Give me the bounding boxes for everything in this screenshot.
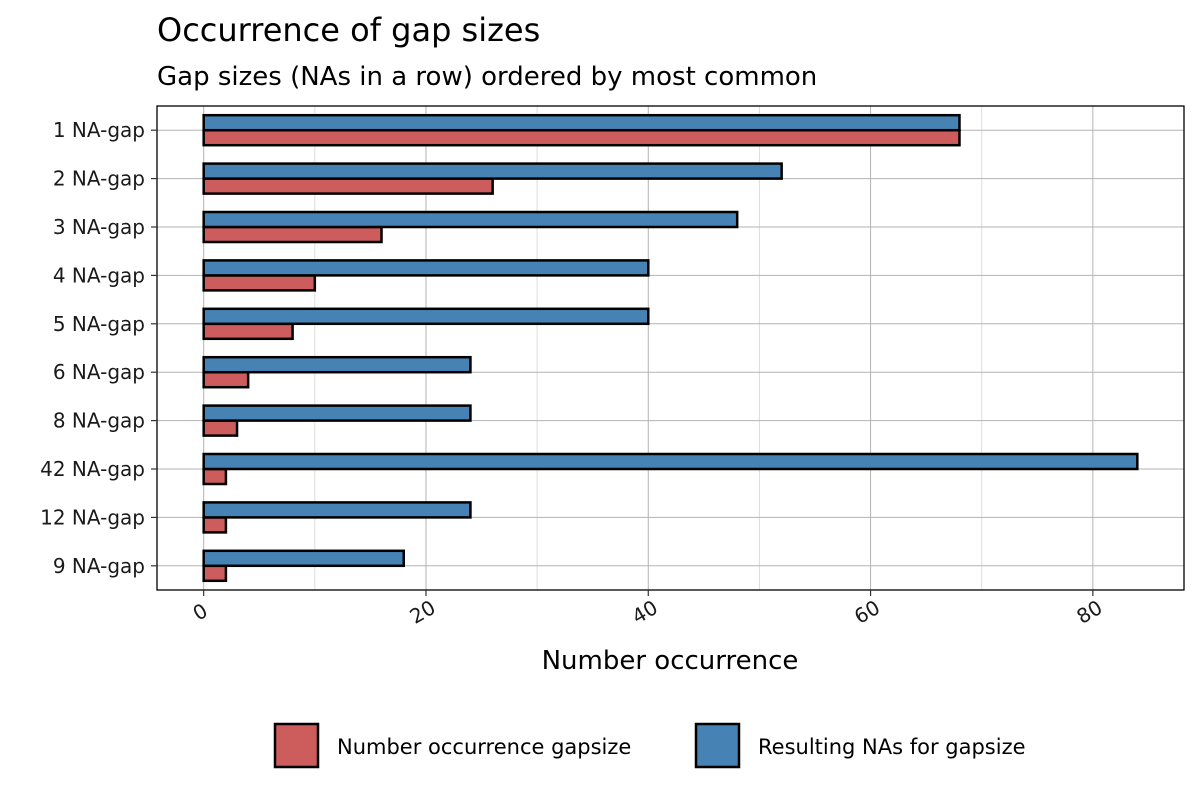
bar-occurrence-gapsize (202, 419, 239, 437)
bar-occurrence-gapsize (202, 516, 228, 534)
bar-occurrence-gapsize (202, 274, 317, 292)
y-tick-label: 2 NA-gap (53, 167, 145, 191)
bar-resulting-nas (202, 404, 472, 422)
y-axis-ticks: 1 NA-gap 2 NA-gap 3 NA-gap 4 NA-gap 5 NA-gap… (40, 118, 157, 578)
x-axis-ticks: 0 20 40 60 80 (189, 590, 1106, 629)
y-tick-label: 5 NA-gap (53, 312, 145, 336)
bar-resulting-nas (202, 549, 405, 568)
x-tick-label: 0 (189, 598, 212, 625)
y-tick-label: 1 NA-gap (53, 118, 145, 142)
bar-resulting-nas (202, 210, 739, 229)
y-tick-label: 12 NA-gap (40, 505, 145, 529)
y-tick-label: 8 NA-gap (53, 409, 145, 433)
bar-resulting-nas (202, 355, 472, 374)
bar-occurrence-gapsize (202, 467, 228, 486)
legend-label-occurrence: Number occurrence gapsize (337, 735, 631, 759)
x-tick-label: 40 (628, 595, 662, 629)
bar-resulting-nas (202, 307, 650, 326)
bar-occurrence-gapsize (202, 225, 383, 244)
chart-title: Occurrence of gap sizes (157, 11, 540, 49)
bar-occurrence-gapsize (202, 177, 494, 195)
bar-resulting-nas (202, 501, 472, 519)
y-tick-label: 3 NA-gap (53, 215, 145, 239)
bar-occurrence-gapsize (202, 564, 228, 583)
bar-occurrence-gapsize (202, 128, 961, 147)
x-tick-label: 60 (850, 595, 884, 629)
x-tick-label: 80 (1072, 595, 1106, 629)
y-tick-label: 9 NA-gap (53, 554, 145, 578)
legend-key-resulting-nas (694, 722, 741, 769)
legend: Number occurrence gapsize Resulting NAs f… (273, 722, 1026, 769)
bar-resulting-nas (202, 113, 961, 132)
chart-subtitle: Gap sizes (NAs in a row) ordered by most… (157, 62, 817, 92)
bar-occurrence-gapsize (202, 370, 250, 389)
bars (202, 113, 1139, 583)
x-tick-label: 20 (405, 595, 439, 629)
bar-resulting-nas (202, 452, 1139, 471)
legend-label-resulting-nas: Resulting NAs for gapsize (758, 735, 1026, 759)
bar-resulting-nas (202, 162, 783, 180)
bar-resulting-nas (202, 259, 650, 277)
bar-occurrence-gapsize (202, 322, 294, 341)
y-tick-label: 6 NA-gap (53, 360, 145, 384)
x-axis-title: Number occurrence (542, 646, 799, 676)
plot-panel-border (156, 105, 1185, 591)
y-tick-label: 4 NA-gap (53, 263, 145, 287)
y-tick-label: 42 NA-gap (40, 457, 145, 481)
legend-key-occurrence (273, 722, 320, 769)
